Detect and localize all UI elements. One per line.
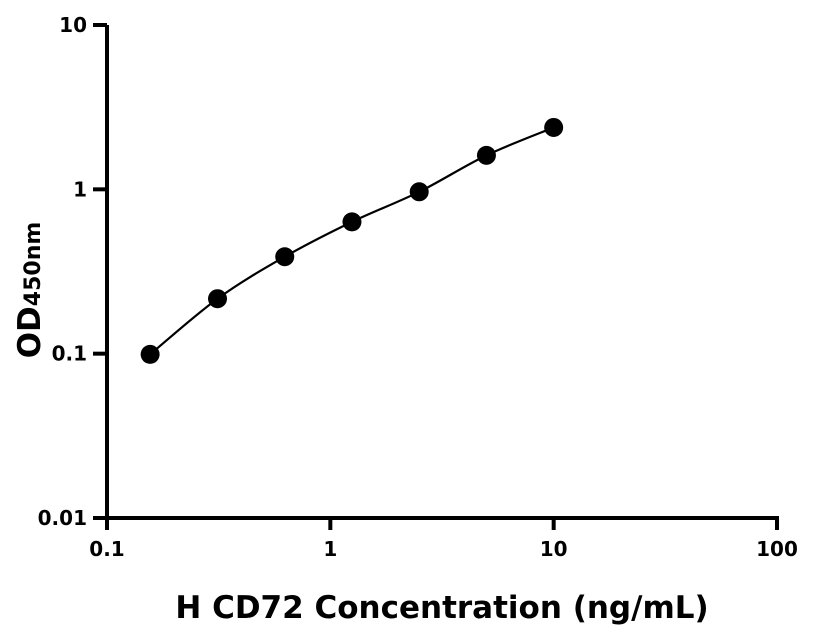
y-tick-label: 0.01 xyxy=(38,506,87,530)
x-tick-label: 10 xyxy=(540,537,568,561)
data-point xyxy=(208,289,228,309)
data-point xyxy=(275,247,295,267)
data-point xyxy=(544,117,564,137)
data-point xyxy=(409,182,429,202)
y-tick-label: 0.1 xyxy=(52,342,87,366)
y-tick-label: 1 xyxy=(73,177,87,201)
x-axis-label: H CD72 Concentration (ng/mL) xyxy=(175,590,708,626)
data-point xyxy=(476,145,496,165)
y-axis-label: OD450nm xyxy=(12,222,48,359)
y-axis-label-main: OD xyxy=(12,306,48,358)
data-point xyxy=(140,344,160,364)
data-point xyxy=(342,212,362,232)
x-tick-label: 0.1 xyxy=(89,537,124,561)
x-tick-label: 1 xyxy=(323,537,337,561)
y-tick-label: 10 xyxy=(59,13,87,37)
x-tick-label: 100 xyxy=(756,537,798,561)
y-axis-label-subscript: 450nm xyxy=(21,222,46,307)
